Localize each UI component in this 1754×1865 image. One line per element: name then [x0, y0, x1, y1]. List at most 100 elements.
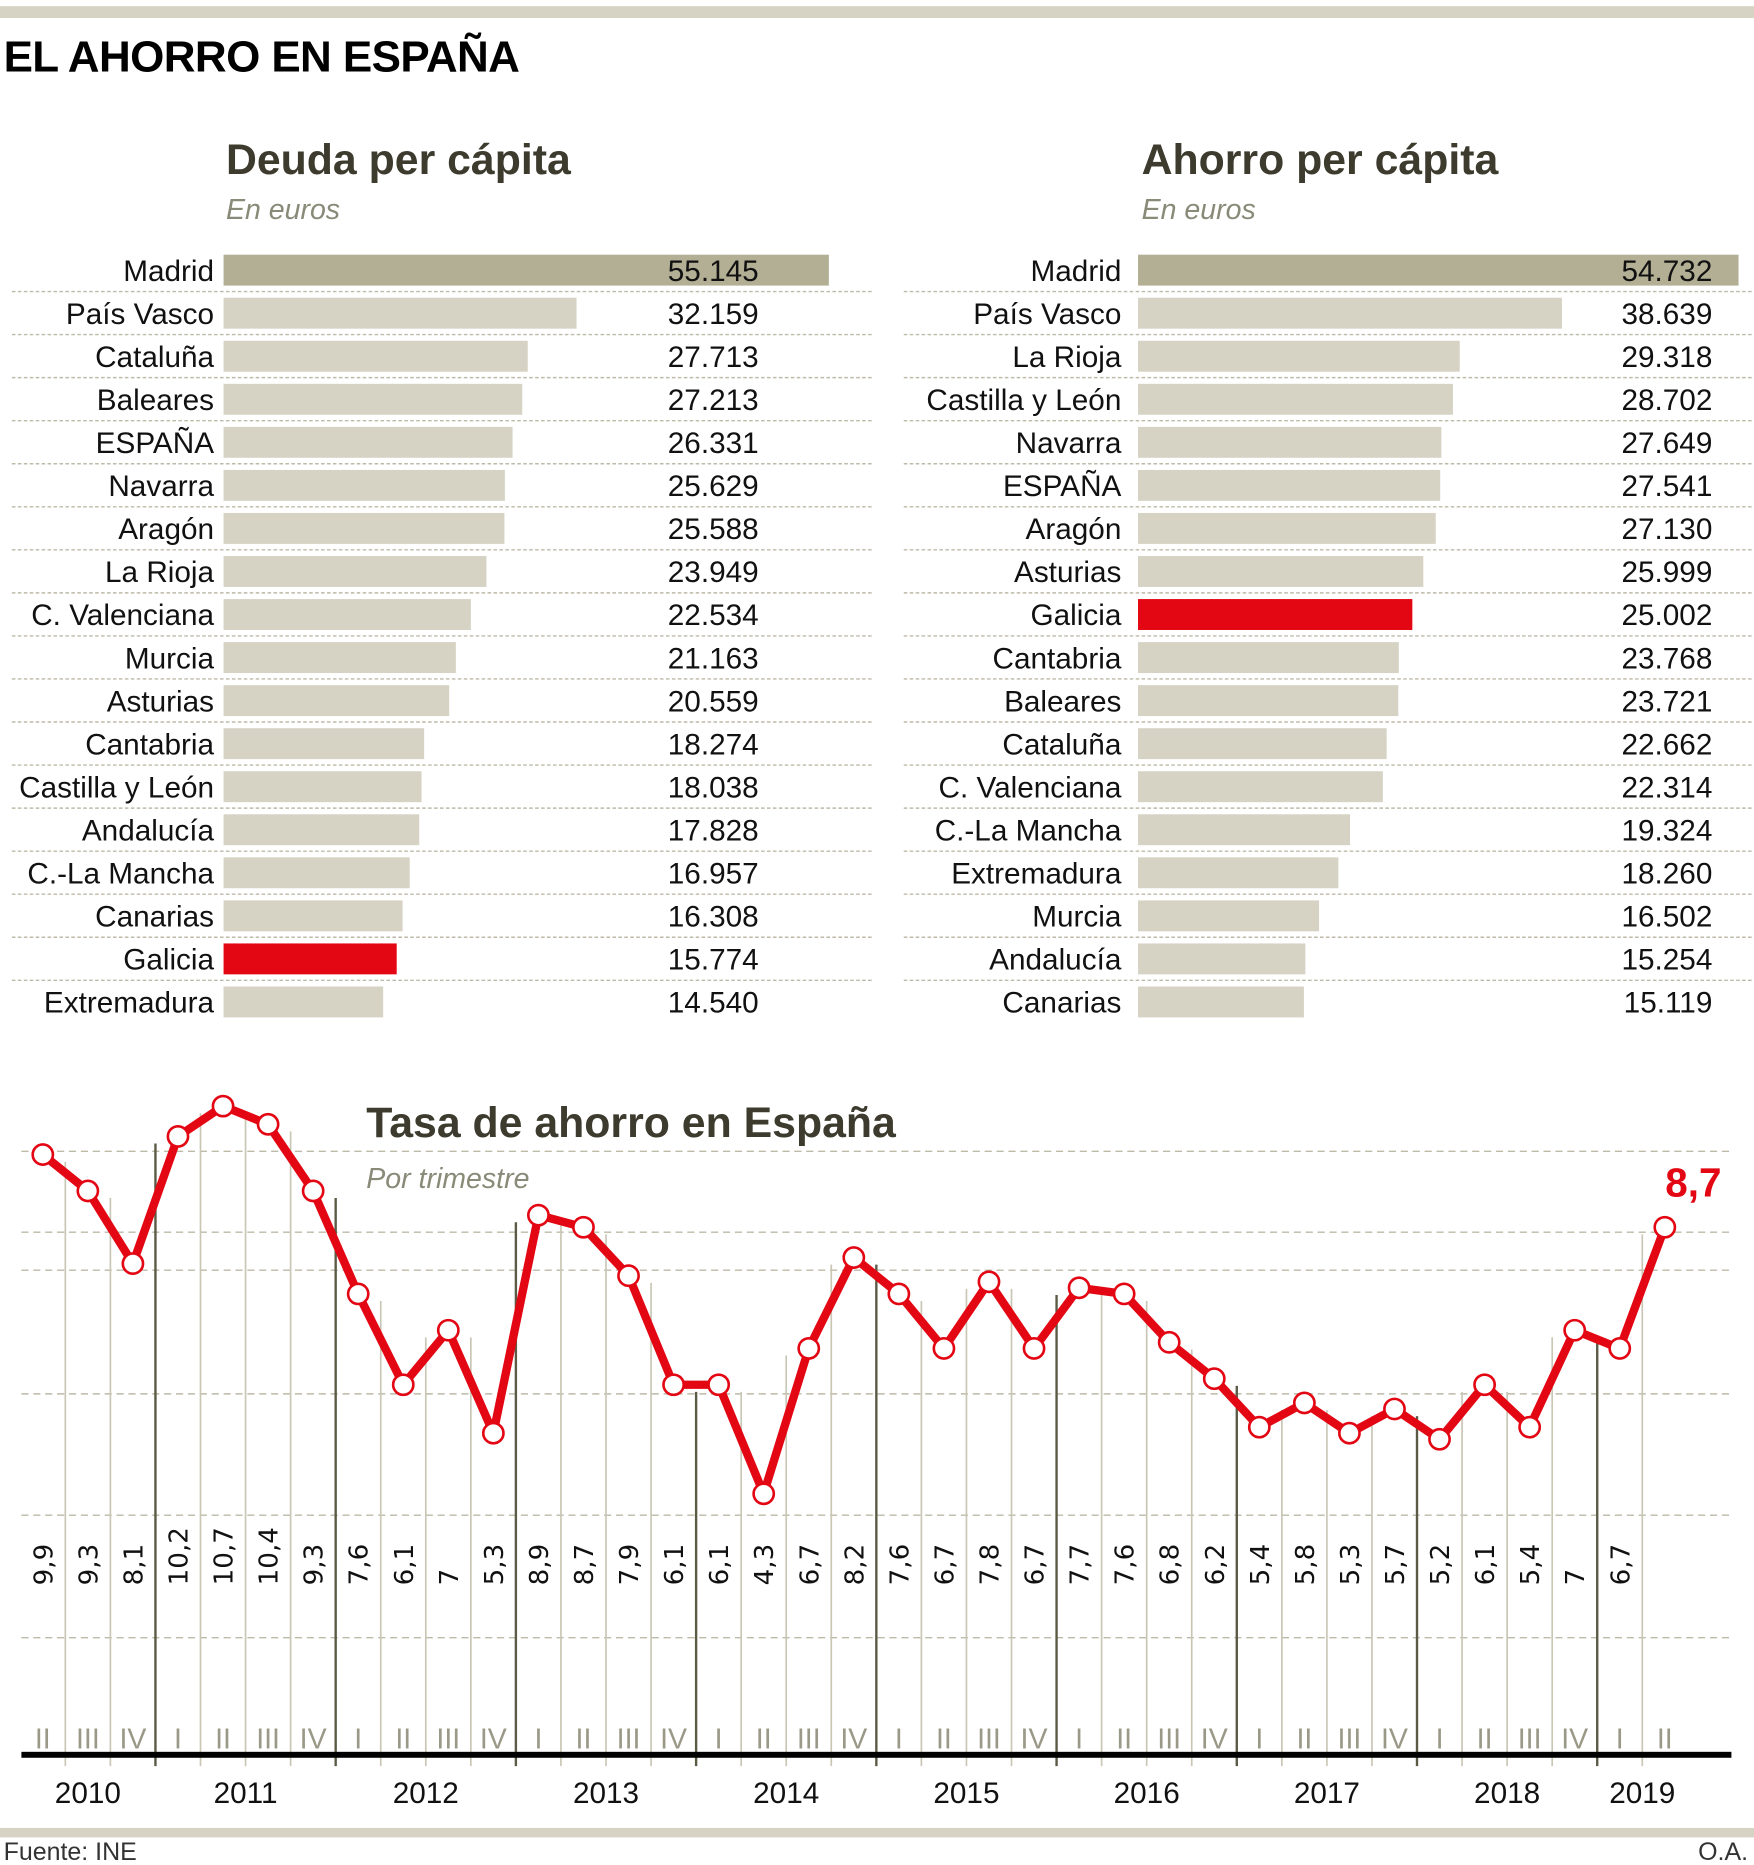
data-label: 7,7	[1066, 1544, 1096, 1586]
data-point	[932, 1336, 956, 1360]
bar-category-label: Asturias	[107, 685, 214, 718]
bar-row: C.-La Mancha 19.324	[903, 814, 1754, 852]
bar-row: Galicia 15.774	[11, 943, 875, 982]
data-label: 7,8	[975, 1544, 1005, 1586]
bar-value-label: 26.331	[668, 427, 759, 460]
data-point	[1067, 1276, 1091, 1300]
bar	[223, 383, 523, 415]
data-point	[707, 1373, 731, 1397]
bar-row: Asturias 25.999	[903, 556, 1754, 594]
data-point	[1473, 1373, 1497, 1397]
bar-category-label: Canarias	[95, 901, 214, 934]
bar	[1138, 943, 1306, 975]
quarter-tick-label: I	[174, 1723, 182, 1755]
data-label: 4,3	[750, 1544, 780, 1586]
bar-value-label: 38.639	[1621, 298, 1712, 331]
data-point	[1563, 1318, 1587, 1342]
data-point	[842, 1246, 866, 1269]
data-point	[1292, 1391, 1316, 1415]
bar-row: Cataluña 27.713	[11, 340, 875, 379]
quarter-tick-label: II	[215, 1723, 231, 1755]
top-rule	[0, 6, 1754, 19]
data-point	[76, 1179, 100, 1203]
data-label: 6,2	[1201, 1544, 1231, 1586]
bar-value-label: 27.713	[668, 341, 759, 374]
bar-row: Extremadura 14.540	[44, 986, 759, 1020]
data-point	[1608, 1336, 1632, 1360]
quarter-tick-label: I	[1616, 1723, 1624, 1755]
data-label: 5,2	[1426, 1544, 1456, 1586]
data-point	[1247, 1415, 1271, 1439]
bar	[223, 426, 513, 458]
bar-row: C. Valenciana 22.534	[11, 599, 875, 637]
bar	[1138, 728, 1387, 760]
rate-series-line	[38, 1101, 1669, 1498]
data-label: 8,7	[570, 1544, 600, 1586]
bar	[223, 728, 425, 760]
quarter-tick-label: IV	[300, 1723, 327, 1755]
bar-row: C.-La Mancha 16.957	[11, 857, 875, 895]
quarter-tick-label: I	[354, 1723, 362, 1755]
bar	[1138, 900, 1320, 932]
bar-category-label: Navarra	[1016, 427, 1122, 460]
rate-chart: Tasa de ahorro en España Por trimestre 9…	[21, 1094, 1732, 1810]
bar	[1138, 556, 1424, 587]
bar-value-label: 19.324	[1621, 814, 1712, 847]
bar-row: Andalucía 17.828	[11, 814, 875, 852]
credit-note: O.A.	[1698, 1838, 1748, 1865]
bar	[1138, 599, 1413, 630]
main-title: EL AHORRO EN ESPAÑA	[4, 32, 520, 82]
bar	[223, 771, 422, 803]
data-point	[1112, 1282, 1136, 1306]
data-label: 10,7	[210, 1527, 240, 1585]
quarter-tick-label: II	[576, 1723, 592, 1755]
data-point	[1383, 1397, 1406, 1421]
bar-row: C. Valenciana 22.314	[903, 771, 1754, 809]
bar-category-label: Baleares	[1004, 685, 1121, 718]
data-point	[211, 1094, 235, 1118]
data-label: 8,1	[119, 1544, 149, 1586]
data-label: 6,7	[1606, 1544, 1636, 1586]
bar-category-label: C. Valenciana	[939, 771, 1122, 804]
data-label: 10,4	[255, 1527, 285, 1585]
quarter-tick-label: IV	[1381, 1723, 1408, 1755]
data-label: 8,9	[525, 1544, 555, 1586]
data-point	[121, 1252, 145, 1276]
bar-category-label: País Vasco	[66, 298, 214, 331]
bar-value-label: 25.588	[668, 513, 759, 546]
bar-category-label: Extremadura	[44, 987, 215, 1020]
bar-category-label: Cantabria	[85, 728, 214, 761]
data-point	[346, 1282, 370, 1306]
quarter-tick-label: III	[1157, 1723, 1181, 1755]
bar-category-label: C. Valenciana	[31, 599, 214, 632]
bar-value-label: 16.957	[668, 858, 759, 891]
bar-row: Navarra 25.629	[11, 469, 875, 508]
bar-category-label: País Vasco	[973, 298, 1121, 331]
year-tick-label: 2014	[753, 1777, 819, 1810]
data-label: 9,3	[74, 1544, 104, 1586]
bar-category-label: Madrid	[123, 255, 214, 288]
data-label: 6,7	[930, 1544, 960, 1586]
data-label: 5,3	[480, 1544, 510, 1586]
data-label: 6,1	[660, 1544, 690, 1586]
bar	[223, 900, 403, 932]
bar-value-label: 15.119	[1624, 987, 1713, 1020]
data-point	[527, 1203, 550, 1227]
bar	[1138, 383, 1453, 415]
bar	[1138, 814, 1351, 846]
data-label: 8,2	[840, 1544, 870, 1586]
x-axis-line	[21, 1751, 1732, 1758]
bar-value-label: 28.702	[1621, 384, 1712, 417]
bar	[223, 599, 471, 630]
bar-row: Cantabria 23.768	[903, 642, 1754, 680]
bar-category-label: Galicia	[1031, 599, 1122, 632]
bar-value-label: 29.318	[1621, 341, 1712, 374]
quarter-tick-label: IV	[1561, 1723, 1588, 1755]
bar-value-label: 20.559	[668, 685, 759, 718]
data-label: 7	[435, 1569, 465, 1586]
bar-category-label: Aragón	[118, 513, 214, 546]
bar-value-label: 21.163	[668, 642, 759, 675]
bar-row: Castilla y León 28.702	[903, 383, 1754, 422]
bar	[1138, 469, 1441, 501]
year-tick-label: 2016	[1114, 1777, 1180, 1810]
